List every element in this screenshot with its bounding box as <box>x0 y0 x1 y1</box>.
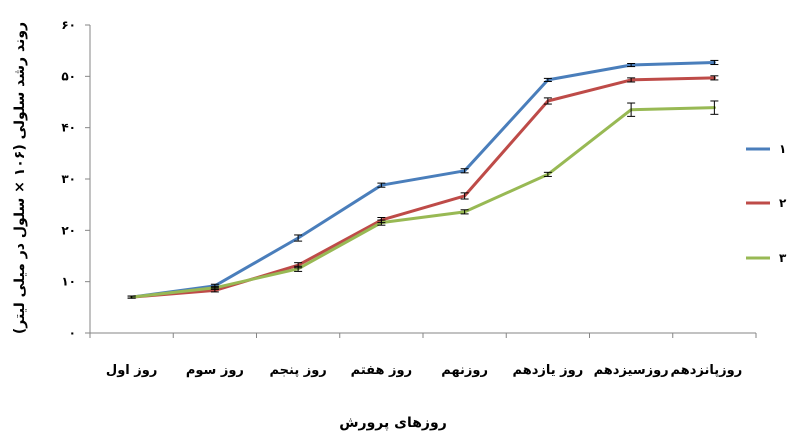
x-tick-label: روزنهم <box>441 363 488 378</box>
error-bar <box>377 182 386 188</box>
x-axis-title: روزهای پرورش <box>339 415 447 431</box>
series-line-2 <box>130 76 716 299</box>
x-tick-label: روزپانزدهم <box>671 363 743 378</box>
x-tick-label: روز یازدهم <box>513 363 584 378</box>
error-bar <box>460 192 469 200</box>
error-bar <box>543 171 552 177</box>
x-tick-label: روز پنجم <box>269 363 326 378</box>
error-bar <box>710 100 719 115</box>
series-line-3 <box>130 106 716 299</box>
y-tick-label: ۶۰ <box>61 18 76 32</box>
error-bar <box>460 168 469 174</box>
y-axis-title: روند رشد سلولی (۱۰۶ × سلول در میلی لیتر) <box>12 22 28 334</box>
series-line-1 <box>130 61 716 299</box>
error-bar <box>543 97 552 105</box>
x-tick-label: روز سوم <box>186 363 244 378</box>
y-tick-label: ۳۰ <box>61 172 76 186</box>
y-tick-label: ۱۰ <box>61 275 76 289</box>
y-tick-label: ۴۰ <box>61 121 76 135</box>
error-bar <box>294 265 303 272</box>
legend-label-2: ۲ <box>779 196 787 210</box>
x-tick-label: روز اول <box>106 363 157 378</box>
x-tick-label: روزسیزدهم <box>594 363 669 378</box>
error-bar <box>294 234 303 242</box>
x-tick-label: روز هفتم <box>351 363 412 378</box>
error-bar <box>627 77 636 83</box>
error-bar <box>710 59 719 66</box>
error-bar <box>210 285 219 290</box>
error-bar <box>377 219 386 226</box>
error-bar <box>627 63 636 68</box>
y-tick-label: ۲۰ <box>61 223 76 237</box>
error-bar <box>543 77 552 82</box>
error-bar <box>627 102 636 117</box>
error-bar <box>710 75 719 81</box>
error-bar <box>460 209 469 215</box>
legend-label-1: ۱ <box>779 142 786 156</box>
legend-label-3: ۳ <box>779 251 787 265</box>
error-bar <box>127 295 136 299</box>
y-tick-label: ۰ <box>69 326 76 340</box>
y-tick-label: ۵۰ <box>61 69 76 83</box>
